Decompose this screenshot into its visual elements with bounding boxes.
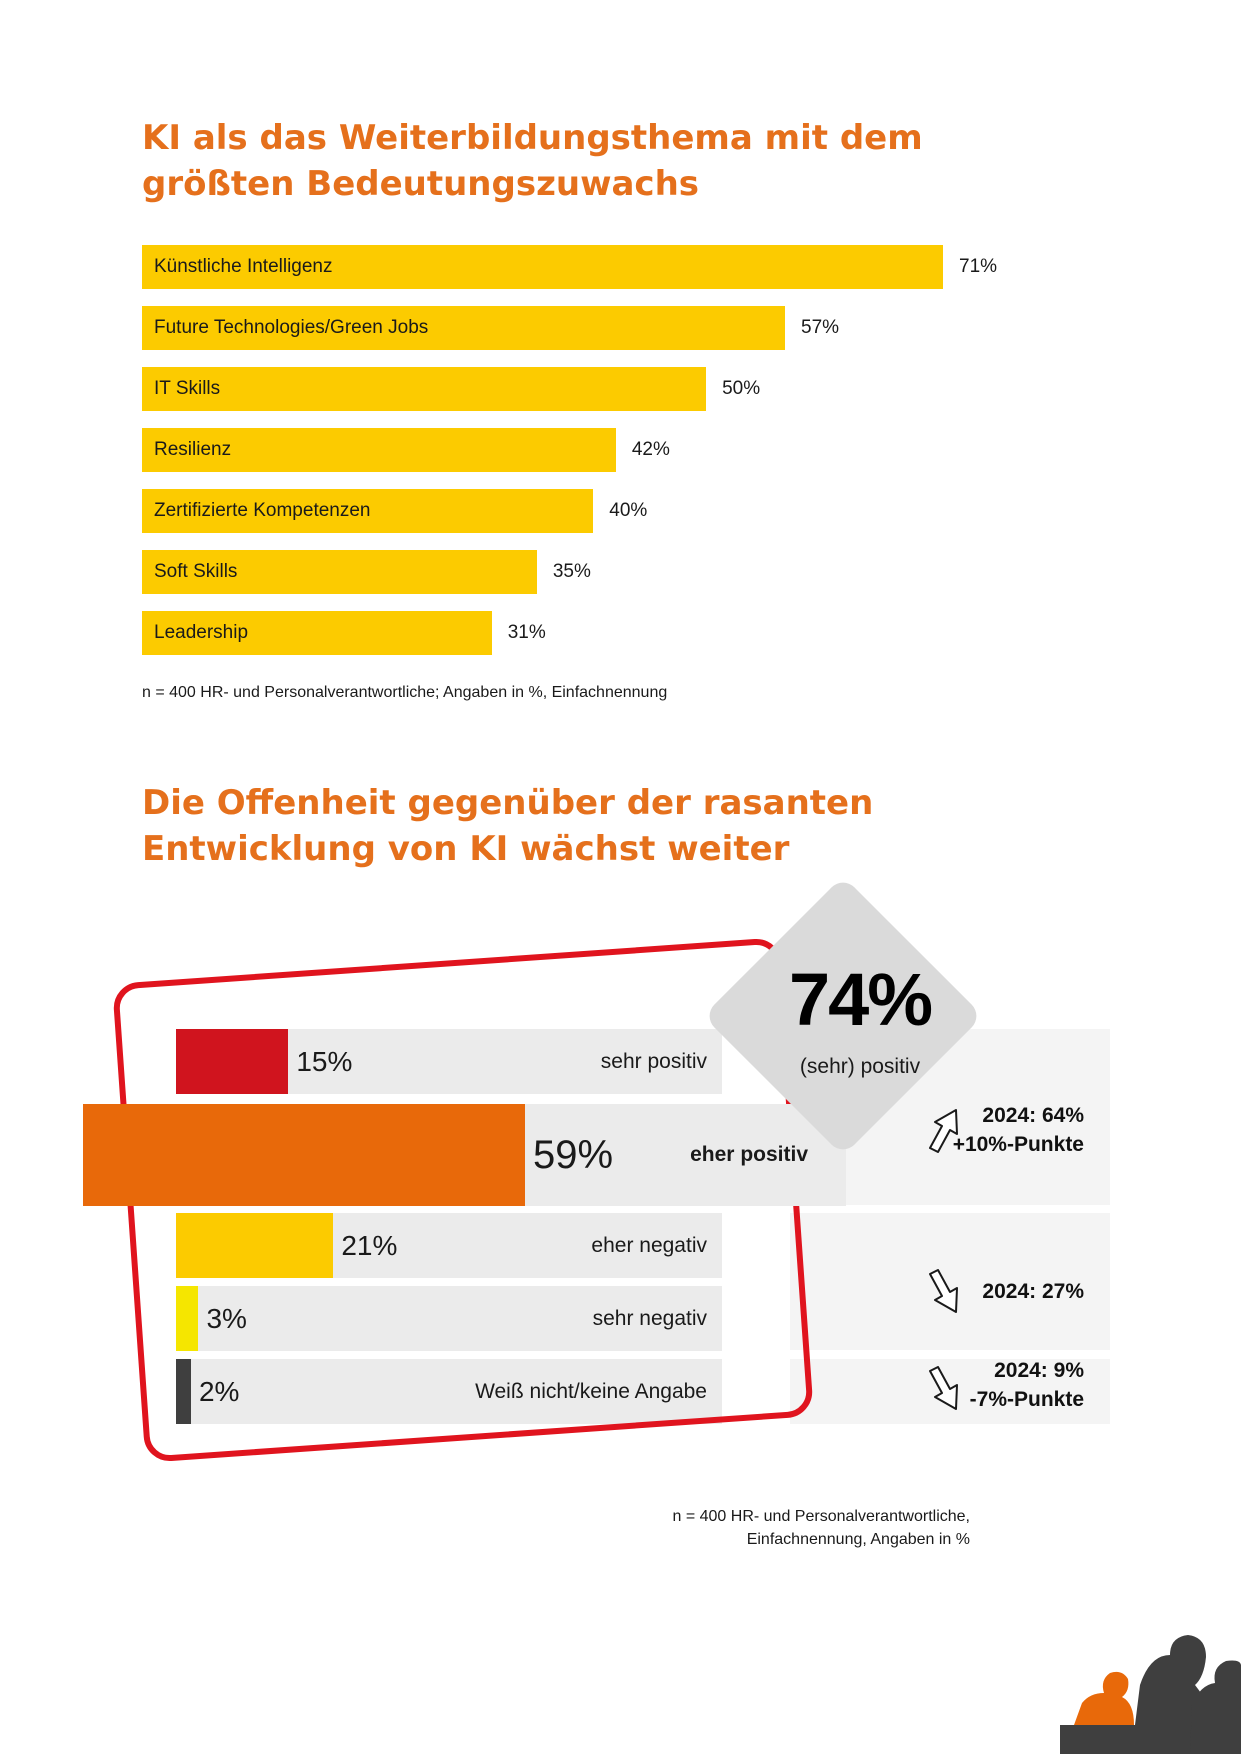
highlight-value: 74% <box>788 958 933 1041</box>
value-label: 31% <box>507 622 546 643</box>
value-label: 42% <box>631 439 670 460</box>
chart2-source-note-line2: Einfachnennung, Angaben in % <box>746 1531 970 1548</box>
arrow-shape <box>929 1269 958 1313</box>
arrow-shape <box>929 1109 958 1153</box>
bar <box>142 489 594 533</box>
value-label: 21% <box>341 1230 398 1261</box>
chart2-source-note-line1: n = 400 HR- und Personalverantwortliche, <box>672 1508 971 1525</box>
silhouette-dark-2 <box>1190 1660 1241 1754</box>
comparison-year: 2024: 27% <box>982 1280 1084 1303</box>
category-label: Soft Skills <box>154 561 238 582</box>
chart2-source-note: n = 400 HR- und Personalverantwortliche,… <box>600 1505 971 1551</box>
row-background <box>176 1286 722 1351</box>
value-label: 3% <box>206 1303 247 1334</box>
category-label: Weiß nicht/keine Angabe <box>475 1380 707 1403</box>
value-label: 15% <box>296 1046 353 1077</box>
bar <box>142 550 537 594</box>
value-label: 57% <box>801 317 840 338</box>
comparison-text: 2024: 9% -7%-Punkte <box>970 1356 1084 1414</box>
comparison-text: 2024: 64% +10%-Punkte <box>953 1101 1084 1159</box>
silhouette-dark-1 <box>1060 1635 1210 1754</box>
category-label: Resilienz <box>154 439 232 460</box>
audience-silhouette-illustration <box>1060 1635 1241 1754</box>
comparison-year: 2024: 9% <box>994 1359 1084 1382</box>
value-label: 71% <box>959 256 998 277</box>
bar <box>142 245 943 289</box>
chart1-title-line1: KI als das Weiterbildungsthema mit dem <box>142 118 923 158</box>
category-label: sehr positiv <box>600 1050 707 1073</box>
bar <box>176 1359 191 1424</box>
highlight-label: (sehr) positiv <box>799 1055 921 1078</box>
arrow-up-icon <box>929 1109 958 1153</box>
category-label: eher positiv <box>690 1143 808 1166</box>
category-label: Zertifizierte Kompetenzen <box>154 500 371 521</box>
category-label: Leadership <box>154 622 249 643</box>
chart2-title: Die Offenheit gegenüber der rasanten Ent… <box>142 780 873 872</box>
chart2-title-line2: Entwicklung von KI wächst weiter <box>142 829 790 869</box>
bar <box>142 306 786 350</box>
arrow-shape <box>929 1366 958 1410</box>
comparison-delta: -7%-Punkte <box>969 1388 1084 1411</box>
bar <box>142 428 616 472</box>
weiterbildung-bar-chart: Künstliche Intelligenz 71% Future Technolo… <box>0 0 1241 700</box>
bar <box>142 367 707 411</box>
arrow-down-icon <box>929 1366 958 1410</box>
silhouette-orange <box>1074 1671 1134 1725</box>
value-label: 59% <box>533 1133 614 1177</box>
comparison-year: 2024: 64% <box>982 1104 1084 1127</box>
category-label: IT Skills <box>154 378 221 399</box>
category-label: sehr negativ <box>592 1307 707 1330</box>
chart1-source-note: n = 400 HR- und Personalverantwortliche;… <box>142 684 668 701</box>
category-label: Künstliche Intelligenz <box>154 256 333 277</box>
bar <box>83 1104 525 1206</box>
chart1-title-line2: größten Bedeutungszuwachs <box>142 164 700 204</box>
bar <box>176 1286 199 1351</box>
comparison-text: 2024: 27% <box>982 1277 1084 1306</box>
chart1-title: KI als das Weiterbildungsthema mit dem g… <box>142 115 923 207</box>
bar <box>176 1029 289 1094</box>
value-label: 50% <box>722 378 761 399</box>
category-label: Future Technologies/Green Jobs <box>154 317 429 338</box>
arrow-down-icon <box>929 1269 958 1313</box>
value-label: 40% <box>609 500 648 521</box>
bar <box>142 611 492 655</box>
comparison-delta: +10%-Punkte <box>952 1133 1084 1156</box>
value-label: 35% <box>552 561 591 582</box>
value-label: 2% <box>198 1376 240 1407</box>
category-label: eher negativ <box>591 1234 707 1257</box>
row-background <box>176 1359 722 1424</box>
comparison-panel <box>790 1213 1110 1350</box>
bar <box>176 1213 334 1278</box>
chart2-title-line1: Die Offenheit gegenüber der rasanten <box>142 783 874 823</box>
